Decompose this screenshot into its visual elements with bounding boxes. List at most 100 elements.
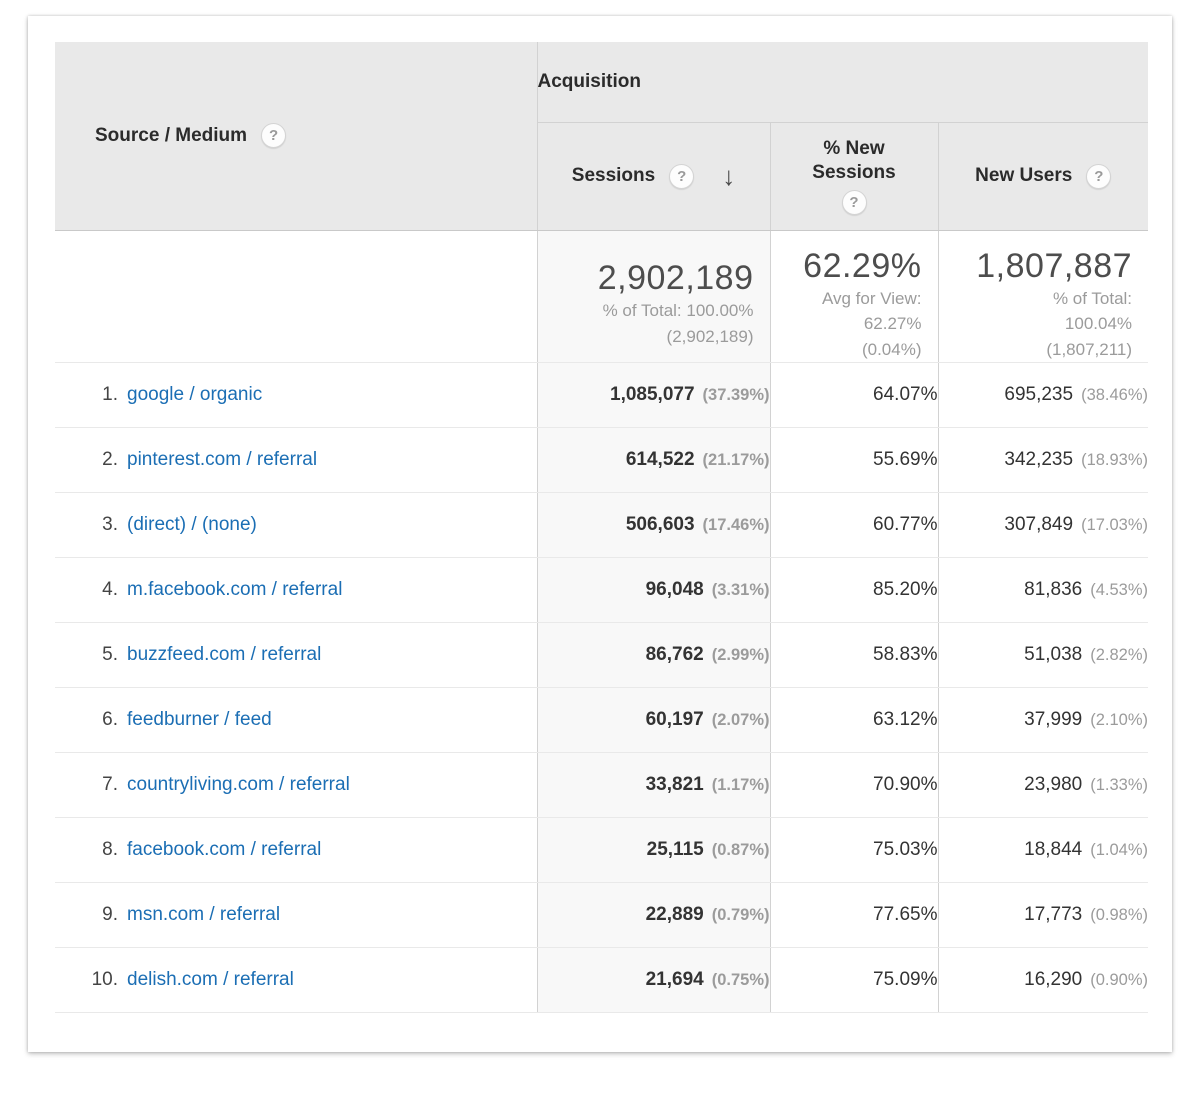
- source-medium-link[interactable]: (direct) / (none): [127, 514, 257, 536]
- source-cell: 2. pinterest.com / referral: [55, 427, 537, 494]
- sessions-total-subline: % of Total: 100.00%: [602, 301, 754, 321]
- new-users-value: 342,235: [1004, 449, 1074, 471]
- sessions-cell: 1,085,077 (37.39%): [536, 362, 770, 429]
- help-icon[interactable]: ?: [669, 163, 695, 189]
- sessions-cell: 33,821 (1.17%): [536, 752, 770, 819]
- new-sessions-cell: 58.83%: [769, 622, 938, 689]
- source-cell: 7. countryliving.com / referral: [55, 752, 537, 819]
- sessions-share: (21.17%): [702, 451, 770, 470]
- new-users-cell: 307,849 (17.03%): [937, 492, 1149, 559]
- acquisition-table: Source / Medium ? Acquisition Sessions ?…: [55, 42, 1149, 1014]
- sessions-cell: 86,762 (2.99%): [536, 622, 770, 689]
- new-users-value: 17,773: [1024, 904, 1083, 926]
- new-users-cell: 695,235 (38.46%): [937, 362, 1149, 429]
- new-sessions-pct-header-label: % New Sessions: [812, 137, 896, 183]
- new-users-value: 37,999: [1024, 709, 1083, 731]
- new-users-value: 307,849: [1004, 514, 1074, 536]
- row-rank: 1.: [102, 384, 118, 406]
- sessions-value: 96,048: [645, 579, 704, 601]
- help-icon[interactable]: ?: [1086, 163, 1112, 189]
- new-sessions-value: 85.20%: [873, 579, 938, 601]
- new-sessions-pct-subline: 62.27%: [863, 314, 922, 334]
- new-sessions-cell: 70.90%: [769, 752, 938, 819]
- new-users-share: (1.33%): [1090, 776, 1149, 795]
- new-sessions-value: 75.09%: [873, 969, 938, 991]
- source-medium-link[interactable]: countryliving.com / referral: [127, 774, 350, 796]
- new-users-share: (0.98%): [1090, 906, 1149, 925]
- sessions-cell: 60,197 (2.07%): [536, 687, 770, 754]
- table-row: 6. feedburner / feed 60,197 (2.07%) 63.12% 37…: [55, 687, 1149, 754]
- new-users-share: (4.53%): [1090, 581, 1149, 600]
- source-medium-link[interactable]: facebook.com / referral: [127, 839, 322, 861]
- row-rank: 10.: [91, 969, 118, 991]
- sessions-share: (0.75%): [711, 971, 770, 990]
- new-users-value: 18,844: [1024, 839, 1083, 861]
- sessions-share: (3.31%): [711, 581, 770, 600]
- sessions-value: 60,197: [645, 709, 704, 731]
- sessions-share: (17.46%): [702, 516, 770, 535]
- new-users-total: 1,807,887: [976, 246, 1133, 285]
- sessions-share: (2.07%): [711, 711, 770, 730]
- source-medium-link[interactable]: buzzfeed.com / referral: [127, 644, 322, 666]
- new-sessions-pct-avg: 62.29%: [803, 246, 922, 285]
- summary-new-sessions-cell: 62.29% Avg for View: 62.27% (0.04%): [769, 230, 938, 364]
- row-rank: 2.: [102, 449, 118, 471]
- summary-dimension-cell: [55, 230, 537, 364]
- help-icon[interactable]: ?: [841, 190, 867, 216]
- new-users-cell: 16,290 (0.90%): [937, 947, 1149, 1014]
- new-users-value: 695,235: [1004, 384, 1074, 406]
- sessions-cell: 614,522 (21.17%): [536, 427, 770, 494]
- new-users-value: 81,836: [1024, 579, 1083, 601]
- new-sessions-cell: 63.12%: [769, 687, 938, 754]
- sessions-value: 614,522: [625, 449, 695, 471]
- new-sessions-value: 55.69%: [873, 449, 938, 471]
- new-sessions-value: 58.83%: [873, 644, 938, 666]
- row-rank: 9.: [102, 904, 118, 926]
- new-users-value: 16,290: [1024, 969, 1083, 991]
- acquisition-group-label: Acquisition: [537, 70, 641, 92]
- new-sessions-value: 63.12%: [873, 709, 938, 731]
- sessions-share: (0.87%): [711, 841, 770, 860]
- new-users-cell: 23,980 (1.33%): [937, 752, 1149, 819]
- source-cell: 10. delish.com / referral: [55, 947, 537, 1014]
- row-rank: 5.: [102, 644, 118, 666]
- sessions-value: 506,603: [625, 514, 695, 536]
- new-users-share: (18.93%): [1081, 451, 1149, 470]
- source-medium-link[interactable]: msn.com / referral: [127, 904, 281, 926]
- source-medium-link[interactable]: delish.com / referral: [127, 969, 294, 991]
- sort-descending-icon[interactable]: ↓: [722, 161, 736, 191]
- source-medium-link[interactable]: feedburner / feed: [127, 709, 272, 731]
- new-users-share: (1.04%): [1090, 841, 1149, 860]
- new-users-cell: 342,235 (18.93%): [937, 427, 1149, 494]
- new-users-column-header[interactable]: New Users ?: [937, 122, 1149, 231]
- row-rank: 8.: [102, 839, 118, 861]
- sessions-column-header[interactable]: Sessions ? ↓: [536, 122, 770, 231]
- sessions-cell: 25,115 (0.87%): [536, 817, 770, 884]
- table-row: 5. buzzfeed.com / referral 86,762 (2.99%) 58…: [55, 622, 1149, 689]
- summary-sessions-cell: 2,902,189 % of Total: 100.00% (2,902,189…: [536, 230, 770, 364]
- source-medium-header[interactable]: Source / Medium ?: [55, 42, 537, 231]
- table-row: 4. m.facebook.com / referral 96,048 (3.31%)…: [55, 557, 1149, 624]
- source-cell: 3. (direct) / (none): [55, 492, 537, 559]
- new-users-total-subline: (1,807,211): [1046, 339, 1133, 359]
- help-icon[interactable]: ?: [261, 123, 287, 149]
- new-sessions-value: 77.65%: [873, 904, 938, 926]
- source-medium-link[interactable]: pinterest.com / referral: [127, 449, 318, 471]
- source-medium-link[interactable]: m.facebook.com / referral: [127, 579, 343, 601]
- sessions-share: (2.99%): [711, 646, 770, 665]
- sessions-header-label: Sessions: [571, 165, 656, 186]
- new-users-header-label: New Users: [975, 165, 1073, 186]
- new-sessions-cell: 60.77%: [769, 492, 938, 559]
- new-users-cell: 81,836 (4.53%): [937, 557, 1149, 624]
- row-rank: 4.: [102, 579, 118, 601]
- new-sessions-cell: 75.03%: [769, 817, 938, 884]
- sessions-value: 1,085,077: [610, 384, 695, 406]
- new-users-total-subline: 100.04%: [1064, 314, 1133, 334]
- new-sessions-value: 60.77%: [873, 514, 938, 536]
- new-users-total-subline: % of Total:: [1052, 288, 1133, 308]
- acquisition-group-header: Acquisition: [536, 42, 1149, 123]
- new-sessions-pct-column-header[interactable]: % New Sessions ?: [769, 122, 938, 231]
- source-medium-link[interactable]: google / organic: [127, 384, 263, 406]
- new-users-cell: 17,773 (0.98%): [937, 882, 1149, 949]
- new-sessions-cell: 85.20%: [769, 557, 938, 624]
